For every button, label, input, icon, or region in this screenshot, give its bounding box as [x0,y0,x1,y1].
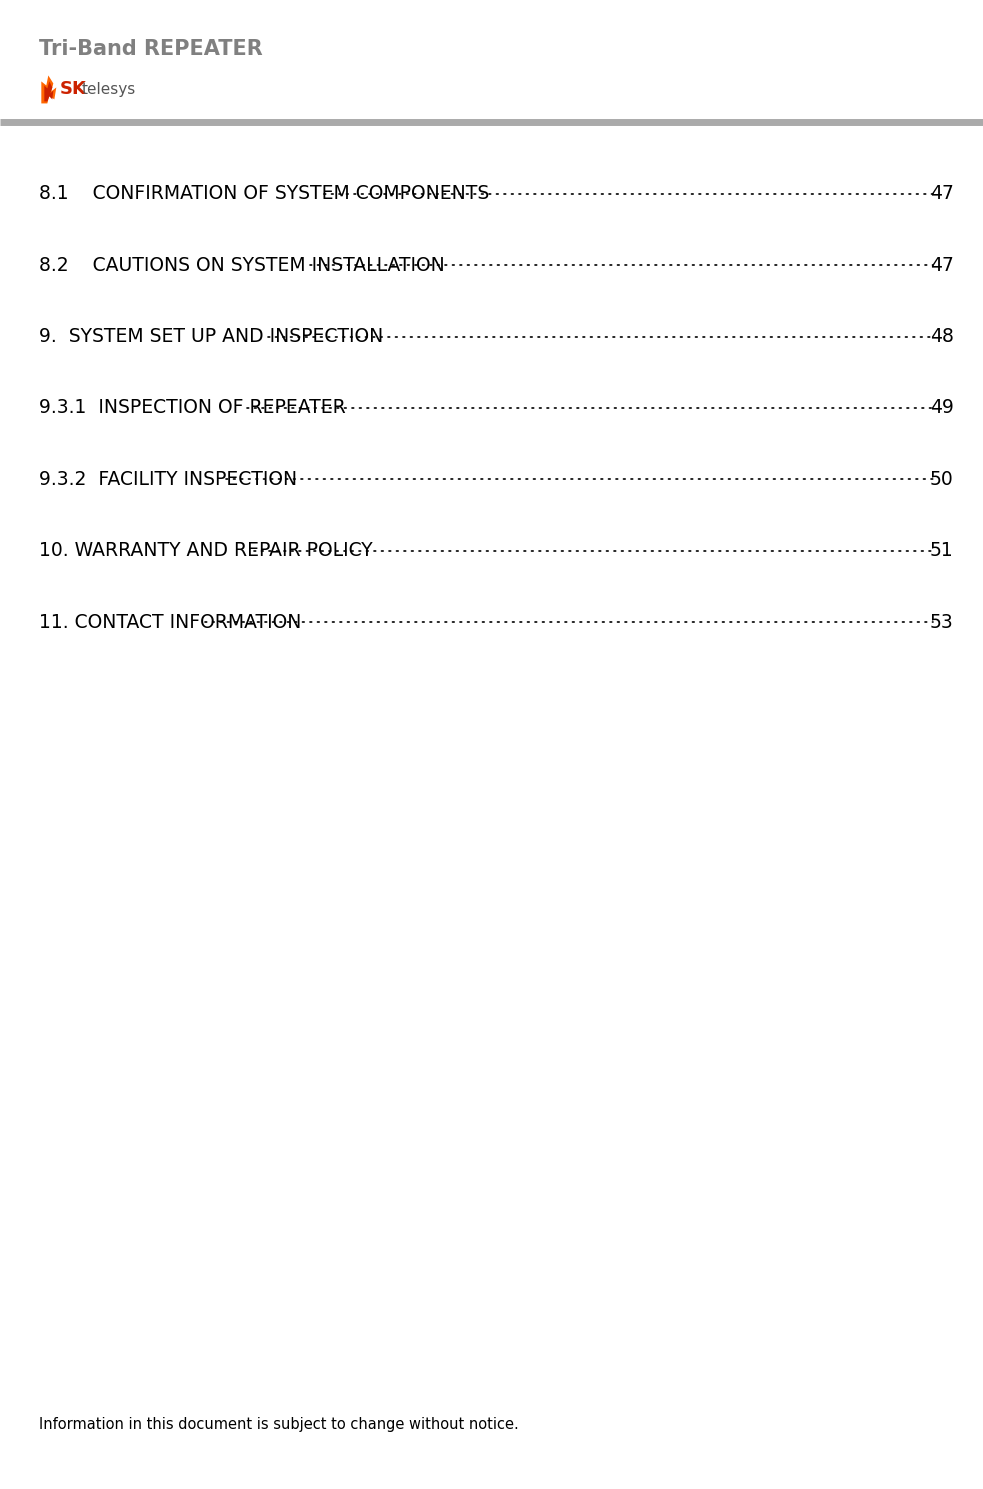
Text: telesys: telesys [82,82,136,97]
Text: 8.1    CONFIRMATION OF SYSTEM COMPONENTS: 8.1 CONFIRMATION OF SYSTEM COMPONENTS [39,185,490,203]
Text: 50: 50 [930,471,954,488]
Text: 9.  SYSTEM SET UP AND INSPECTION: 9. SYSTEM SET UP AND INSPECTION [39,328,383,345]
Polygon shape [41,76,56,103]
Polygon shape [44,82,53,101]
Text: 9.3.1  INSPECTION OF REPEATER: 9.3.1 INSPECTION OF REPEATER [39,399,346,417]
Text: Tri-Band REPEATER: Tri-Band REPEATER [39,39,263,58]
Text: 51: 51 [930,542,954,560]
Text: 10. WARRANTY AND REPAIR POLICY: 10. WARRANTY AND REPAIR POLICY [39,542,373,560]
Text: 11. CONTACT INFORMATION: 11. CONTACT INFORMATION [39,613,302,631]
Text: 8.2    CAUTIONS ON SYSTEM INSTALLATION: 8.2 CAUTIONS ON SYSTEM INSTALLATION [39,256,445,274]
Text: 47: 47 [930,256,954,274]
Text: Information in this document is subject to change without notice.: Information in this document is subject … [39,1418,519,1432]
Text: 9.3.2  FACILITY INSPECTION: 9.3.2 FACILITY INSPECTION [39,471,298,488]
Text: SK: SK [59,80,87,98]
Text: 47: 47 [930,185,954,203]
Text: 53: 53 [930,613,954,631]
Text: 49: 49 [930,399,954,417]
Text: 48: 48 [930,328,954,345]
